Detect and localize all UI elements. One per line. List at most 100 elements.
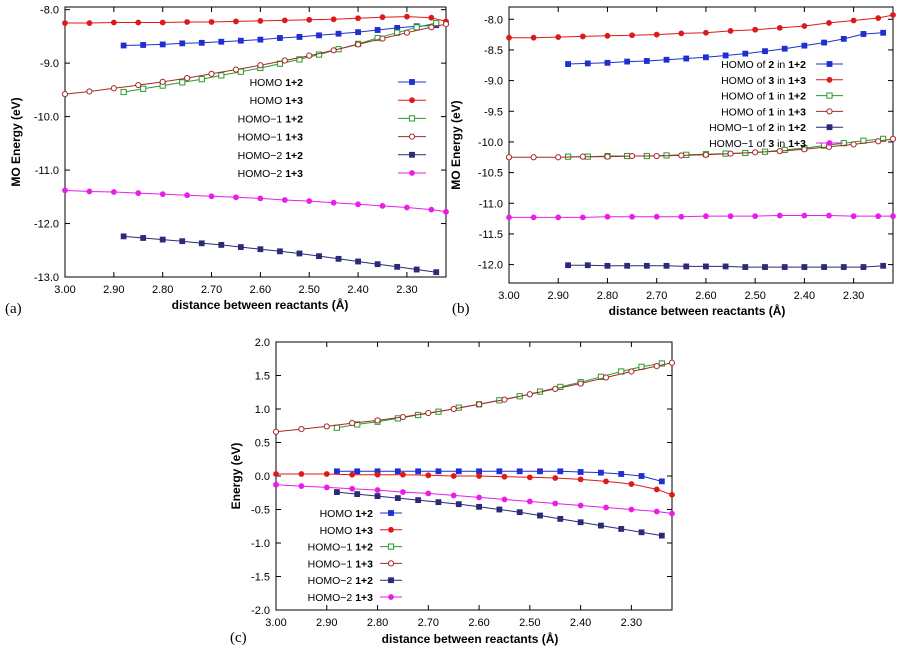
data-point (355, 29, 361, 36)
data-point (296, 34, 303, 40)
data-point (355, 15, 361, 22)
y-tick-label: 1.5 (255, 371, 270, 383)
legend-marker (387, 560, 395, 567)
y-tick-label: -1.0 (251, 538, 270, 550)
x-tick-label: 3.00 (265, 617, 286, 629)
data-point (198, 240, 205, 247)
data-point (62, 187, 68, 194)
data-point (413, 266, 420, 273)
x-tick-label: 2.70 (201, 284, 222, 296)
data-point (840, 35, 847, 42)
data-point (296, 56, 303, 63)
legend-marker (409, 170, 415, 176)
data-point (277, 248, 283, 255)
data-point (355, 201, 361, 208)
x-tick-label: 2.90 (103, 284, 124, 296)
data-point (404, 13, 410, 20)
y-tick-label: -9.0 (40, 58, 59, 70)
legend-marker (388, 594, 394, 600)
legend-marker (826, 124, 833, 131)
series-1 (506, 12, 896, 41)
data-point (860, 264, 867, 270)
data-point (658, 532, 665, 539)
legend-marker (409, 97, 415, 104)
legend: HOMO 1+2 HOMO 1+3 HOMO−1 1+2 HOMO−1 1+3 HOMO… (238, 77, 426, 180)
data-point (801, 264, 808, 270)
data-point (628, 506, 635, 513)
legend-label: HOMO−1 1+3 (308, 558, 374, 570)
data-point (86, 88, 93, 95)
data-point (403, 29, 411, 36)
data-point (273, 481, 279, 488)
y-tick-label: 0.0 (255, 471, 270, 483)
series-4 (334, 489, 665, 539)
data-point (379, 14, 386, 21)
data-point (653, 508, 660, 515)
y-tick-label: 0.5 (255, 438, 270, 450)
data-point (618, 526, 625, 532)
x-tick-label: 2.70 (646, 290, 667, 302)
data-point (428, 206, 435, 213)
data-point (184, 192, 191, 199)
data-point (306, 198, 313, 204)
data-point (232, 66, 240, 73)
data-point (602, 374, 610, 381)
series-5 (506, 212, 896, 221)
data-point (722, 263, 729, 270)
panel-label: (b) (452, 301, 470, 317)
data-point (455, 468, 462, 475)
x-tick-label: 2.40 (570, 617, 591, 629)
legend-label: HOMO 1+2 (320, 508, 374, 520)
data-point (653, 152, 660, 160)
y-tick-label: -11.0 (35, 165, 59, 177)
data-point (653, 486, 660, 493)
data-point (496, 468, 503, 475)
data-point (476, 473, 482, 479)
data-point (501, 496, 508, 503)
data-point (476, 494, 482, 501)
series-line (336, 362, 662, 429)
series-1 (273, 471, 675, 498)
data-point (727, 28, 734, 34)
data-point (598, 522, 604, 529)
data-point (120, 233, 127, 240)
data-point (628, 368, 635, 375)
data-point (501, 396, 508, 403)
data-point (506, 214, 512, 221)
legend-label: HOMO of 1 in 1+3 (721, 106, 806, 118)
data-point (776, 148, 783, 155)
data-point (727, 213, 734, 220)
data-point (537, 512, 543, 519)
data-point (530, 214, 537, 221)
x-tick-label: 2.50 (519, 617, 540, 629)
data-point (179, 238, 186, 245)
data-point (404, 204, 410, 211)
data-point (394, 495, 401, 502)
data-point (257, 36, 264, 43)
data-point (781, 45, 788, 52)
data-point (577, 502, 584, 509)
legend-label: HOMO 1+2 (250, 77, 304, 89)
data-point (237, 37, 244, 44)
data-point (425, 409, 432, 417)
x-axis-label: distance between reactants (Å) (609, 303, 786, 318)
legend-marker (409, 151, 415, 158)
x-tick-label: 2.90 (316, 617, 337, 629)
data-point (752, 213, 759, 220)
y-tick-label: -8.5 (484, 45, 503, 57)
data-point (663, 56, 670, 63)
data-point (140, 85, 147, 92)
data-point (703, 213, 709, 220)
data-point (703, 29, 709, 36)
data-point (579, 33, 586, 40)
data-point (629, 32, 635, 39)
data-point (425, 472, 432, 479)
y-tick-label: -12.0 (34, 219, 59, 231)
legend-marker (388, 577, 394, 584)
data-point (110, 19, 117, 26)
series-line (509, 14, 894, 39)
data-point (516, 468, 523, 475)
data-point (298, 426, 305, 433)
data-point (413, 24, 420, 31)
panel-label: (c) (230, 630, 247, 646)
